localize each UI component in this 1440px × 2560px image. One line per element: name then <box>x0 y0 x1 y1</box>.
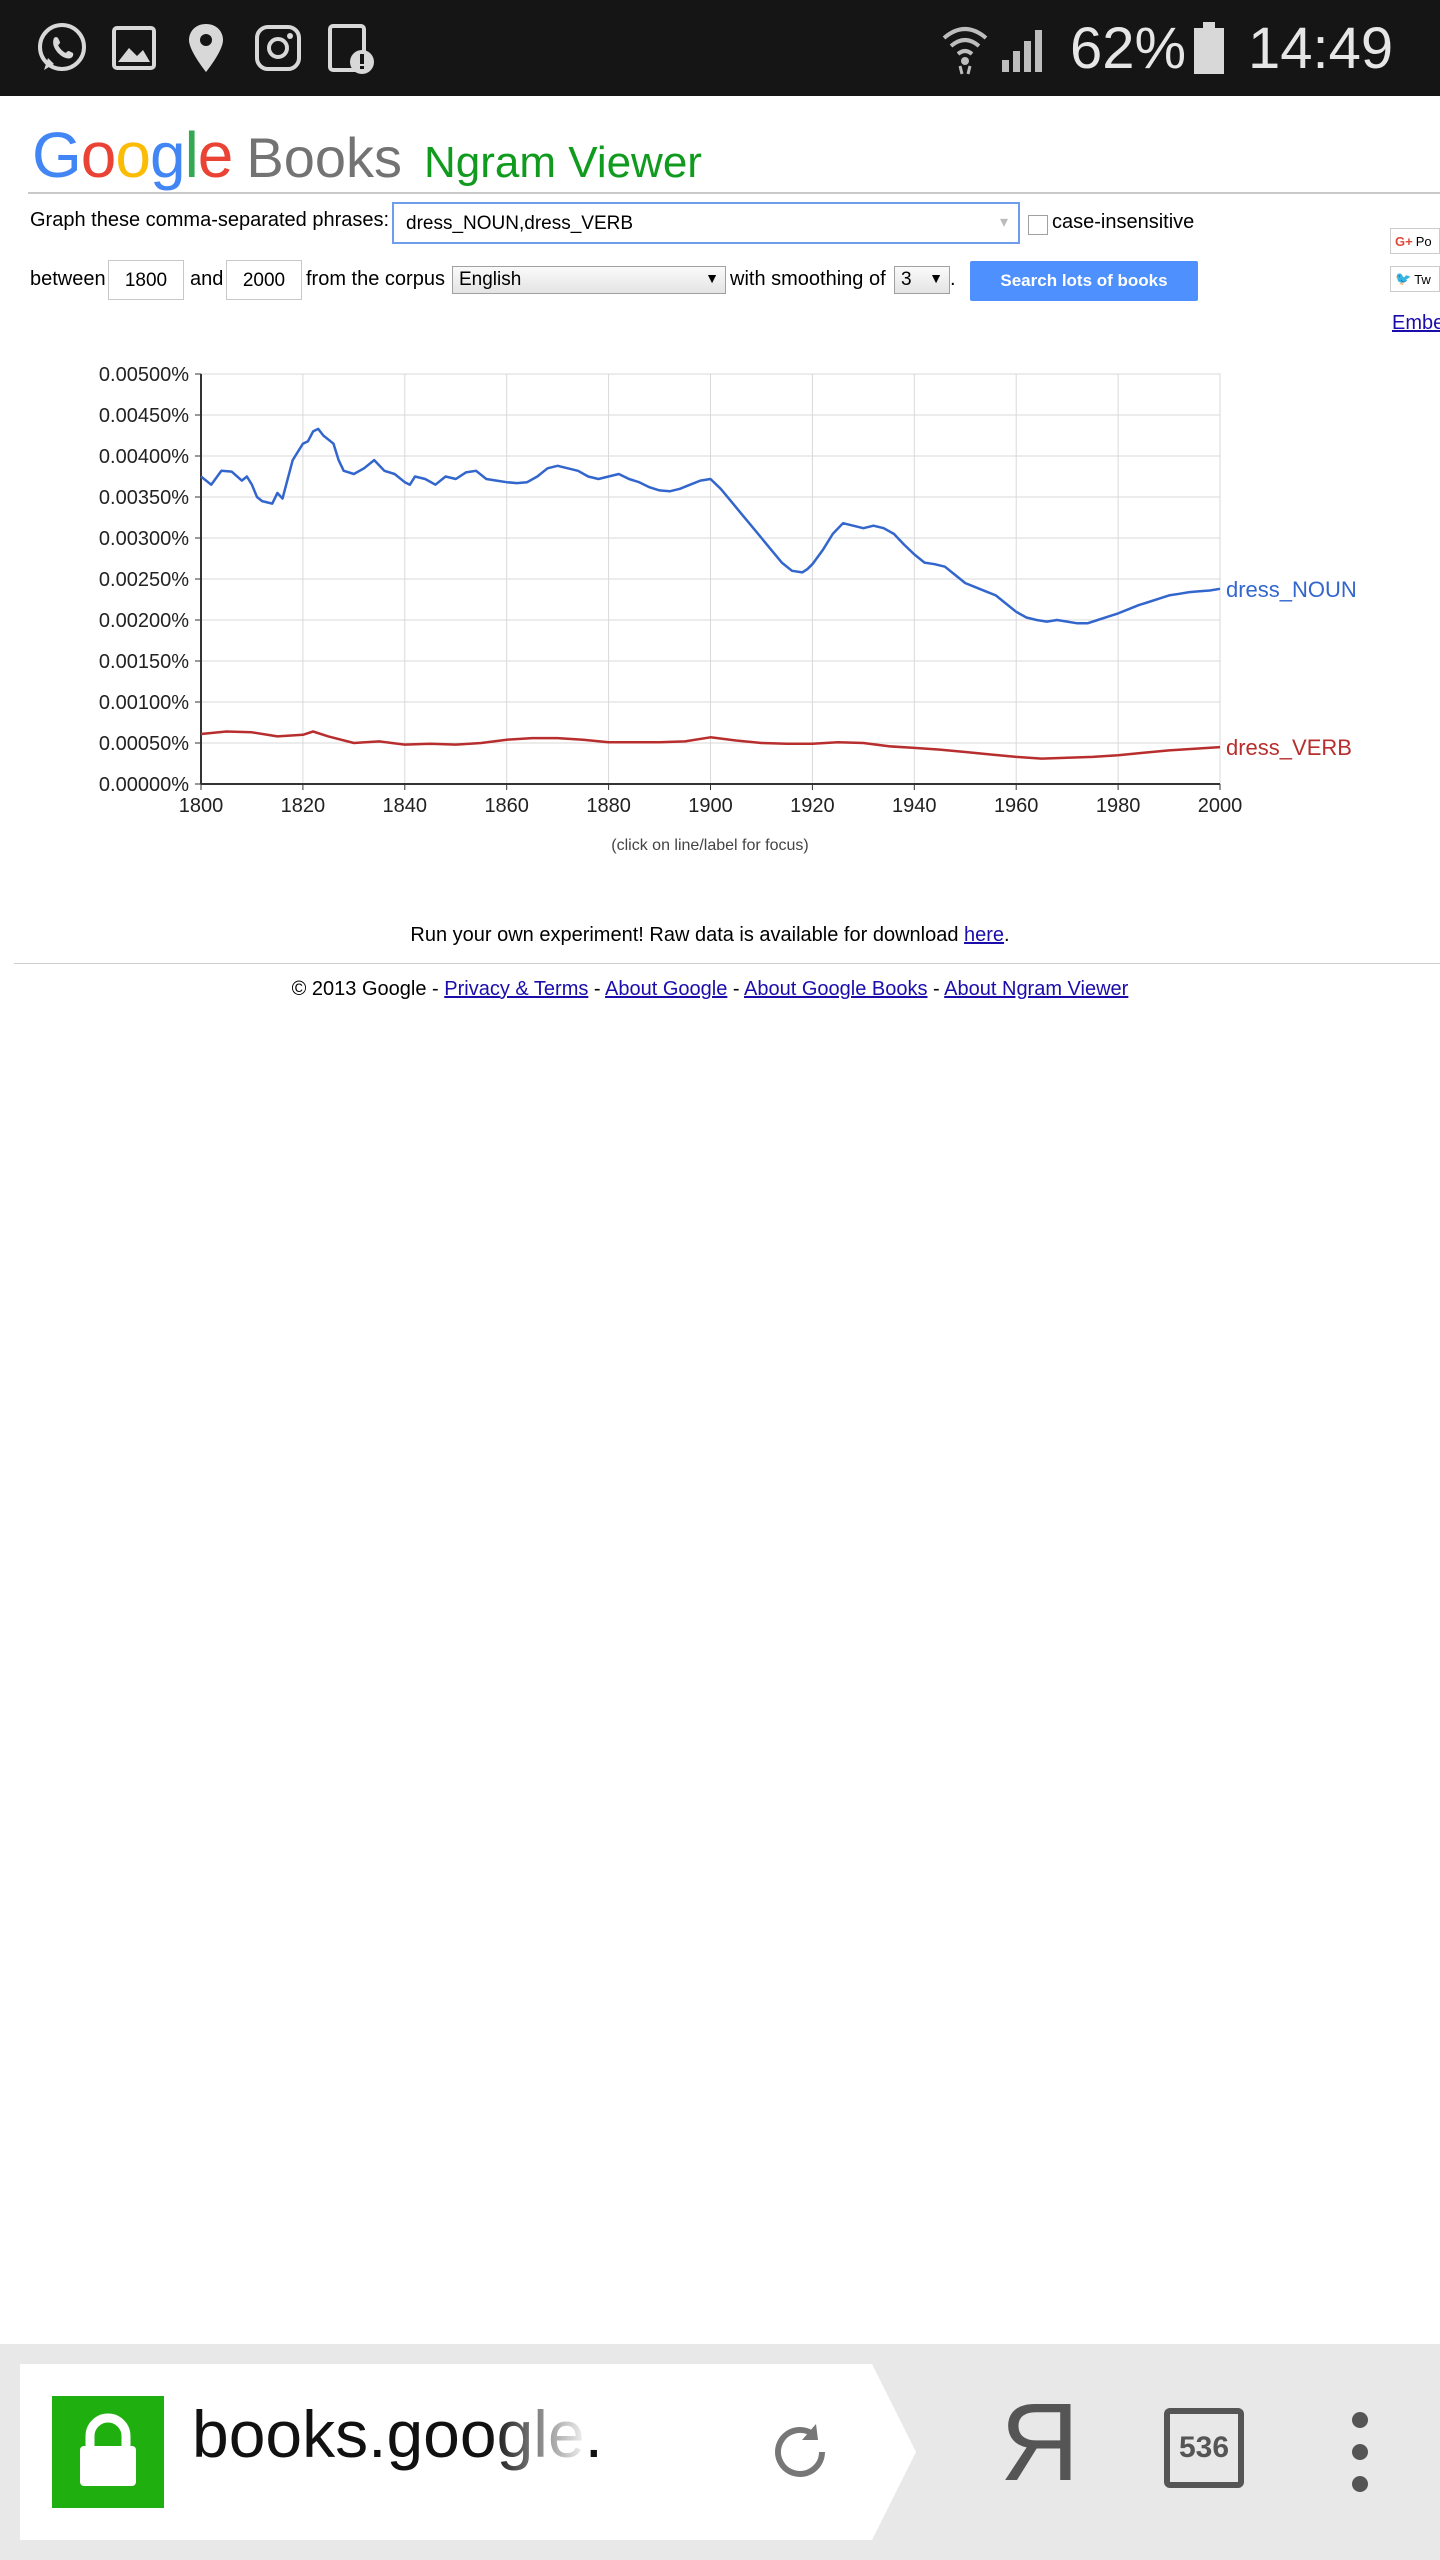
lock-icon[interactable] <box>52 2396 164 2508</box>
location-pin-icon <box>189 24 223 72</box>
ngram-chart[interactable]: 1800 1820 1840 1860 1880 1900 1920 1940 1960 1980… <box>0 350 1420 830</box>
y-tick-label: 0.00150% <box>99 651 189 673</box>
start-year-input[interactable]: 1800 <box>108 260 184 300</box>
browser-toolbar: books.google. Я 536 <box>0 2344 1440 2560</box>
raw-data-text: Run your own experiment! Raw data is ava… <box>410 924 1010 946</box>
chart-note: (click on line/label for focus) <box>611 837 809 854</box>
url-bar-shape <box>20 2364 916 2540</box>
smoothing-select[interactable]: 3 ▼ <box>894 266 950 294</box>
reload-icon[interactable] <box>766 2418 834 2486</box>
smoothing-label: with smoothing of <box>730 268 886 290</box>
x-tick-label: 1960 <box>994 795 1039 817</box>
y-tick-label: 0.00250% <box>99 569 189 591</box>
google-plus-icon: G+ <box>1395 233 1413 249</box>
header-divider <box>28 192 1440 194</box>
case-insensitive-checkbox[interactable] <box>1028 215 1048 235</box>
phrases-input-value: dress_NOUN,dress_VERB <box>406 213 634 234</box>
dropdown-arrow-icon: ▾ <box>999 214 1008 231</box>
x-tick-label: 2000 <box>1198 795 1243 817</box>
y-tick-label: 0.00100% <box>99 692 189 714</box>
x-tick-label: 1920 <box>790 795 835 817</box>
y-tick-label: 0.00200% <box>99 610 189 632</box>
signal-icon <box>1002 30 1042 72</box>
x-tick-label: 1900 <box>688 795 733 817</box>
series-label-dress_VERB[interactable]: dress_VERB <box>1226 735 1352 760</box>
gallery-icon <box>112 26 156 70</box>
phrases-label: Graph these comma-separated phrases: <box>30 209 390 231</box>
page-title: Ngram Viewer <box>424 138 702 187</box>
select-arrow-icon: ▼ <box>929 270 943 286</box>
raw-data-here-link[interactable]: here <box>964 924 1005 946</box>
y-tick-label: 0.00500% <box>99 364 189 386</box>
privacy-terms-link[interactable]: Privacy & Terms <box>444 978 589 1000</box>
about-google-link[interactable]: About Google <box>605 978 728 1000</box>
x-tick-label: 1800 <box>179 795 224 817</box>
between-label: between <box>30 268 106 290</box>
x-tick-label: 1880 <box>586 795 631 817</box>
clock: 14:49 <box>1248 15 1394 81</box>
phrases-input[interactable]: dress_NOUN,dress_VERB ▾ <box>392 202 1020 244</box>
period-text: . <box>950 268 956 290</box>
corpus-select[interactable]: English ▼ <box>452 266 726 294</box>
yandex-icon[interactable]: Я <box>1000 2381 1080 2504</box>
google-plus-share-button[interactable]: G+ Po <box>1390 228 1440 254</box>
x-tick-label: 1940 <box>892 795 937 817</box>
y-tick-label: 0.00300% <box>99 528 189 550</box>
battery-percent: 62% <box>1070 15 1187 81</box>
google-wordmark: Google <box>32 119 233 191</box>
y-tick-label: 0.00400% <box>99 446 189 468</box>
series-line-dress_VERB[interactable] <box>200 730 1221 760</box>
series-line-dress_NOUN[interactable] <box>200 427 1221 625</box>
x-tick-label: 1820 <box>281 795 326 817</box>
y-tick-label: 0.00350% <box>99 487 189 509</box>
footer: © 2013 Google - Privacy & Terms - About … <box>291 978 1129 1000</box>
embed-link[interactable]: Embe <box>1392 312 1440 334</box>
status-bar: 62% 14:49 <box>0 0 1440 96</box>
google-books-logo[interactable]: Google Books Ngram Viewer <box>32 118 702 191</box>
corpus-label: from the corpus <box>306 268 445 290</box>
x-tick-label: 1980 <box>1096 795 1141 817</box>
select-arrow-icon: ▼ <box>705 270 719 286</box>
case-insensitive-label: case-insensitive <box>1052 211 1195 233</box>
tabs-count-button[interactable]: 536 <box>1164 2408 1244 2488</box>
x-tick-label: 1860 <box>484 795 529 817</box>
end-year-input[interactable]: 2000 <box>226 260 302 300</box>
twitter-share-button[interactable]: 🐦 Tw <box>1390 266 1440 292</box>
footer-divider <box>14 963 1440 964</box>
device-alert-icon <box>328 24 374 74</box>
search-button[interactable]: Search lots of books <box>970 261 1198 301</box>
and-label: and <box>190 268 224 290</box>
y-tick-label: 0.00050% <box>99 733 189 755</box>
y-tick-label: 0.00000% <box>99 774 189 796</box>
battery-icon <box>1194 22 1224 74</box>
instagram-icon <box>255 25 301 71</box>
y-tick-label: 0.00450% <box>99 405 189 427</box>
menu-dots-icon[interactable] <box>1340 2410 1380 2494</box>
whatsapp-icon <box>38 23 86 71</box>
wifi-icon <box>942 27 988 75</box>
about-google-books-link[interactable]: About Google Books <box>744 978 928 1000</box>
about-ngram-viewer-link[interactable]: About Ngram Viewer <box>944 978 1129 1000</box>
books-wordmark: Books <box>246 126 403 189</box>
x-tick-label: 1840 <box>383 795 428 817</box>
url-fade <box>490 2400 590 2540</box>
twitter-icon: 🐦 <box>1395 271 1412 286</box>
series-label-dress_NOUN[interactable]: dress_NOUN <box>1226 577 1357 602</box>
